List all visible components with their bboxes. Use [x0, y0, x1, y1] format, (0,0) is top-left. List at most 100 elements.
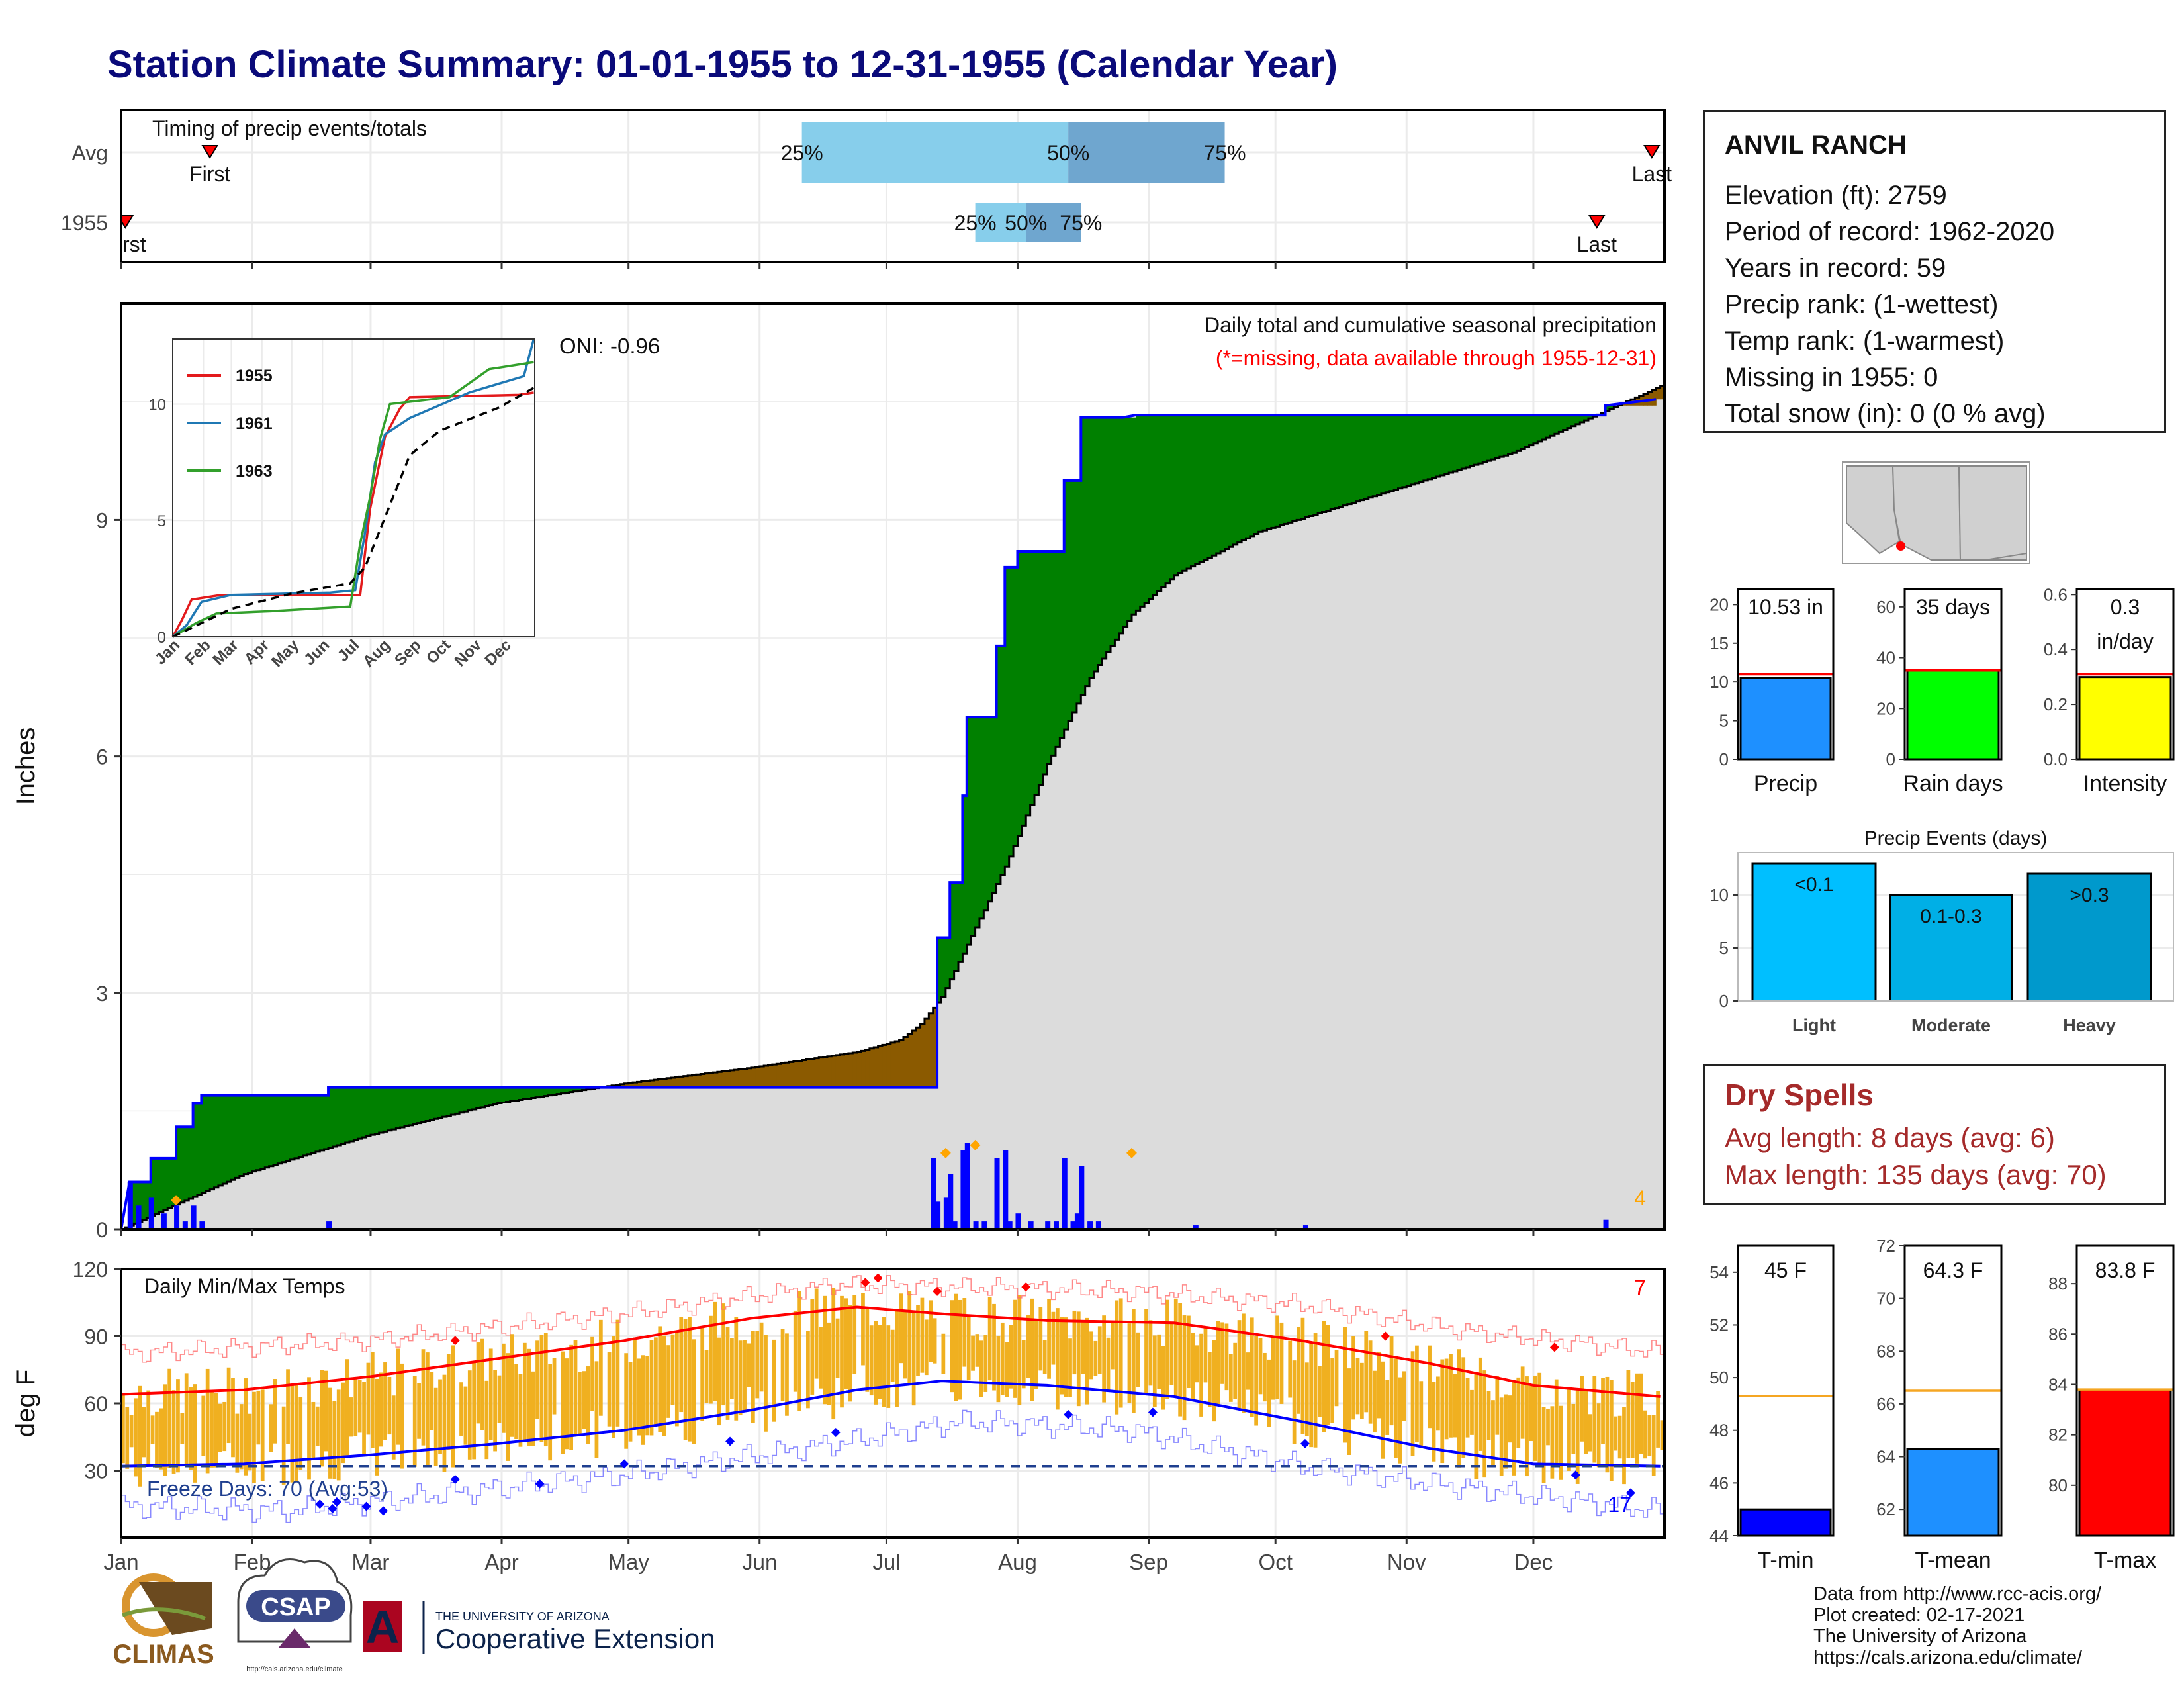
record-low-marker — [1625, 1488, 1635, 1498]
below-average-area — [924, 1019, 929, 1088]
above-average-area — [1377, 415, 1382, 495]
above-average-area — [1279, 415, 1285, 526]
daily-temp-bar — [713, 1301, 717, 1402]
daily-temp-bar — [244, 1378, 248, 1476]
above-average-area — [315, 1095, 320, 1152]
daily-temp-bar — [142, 1407, 146, 1458]
summary-bar — [1739, 677, 1832, 761]
month-label: Mar — [352, 1550, 390, 1574]
daily-temp-bar — [869, 1325, 874, 1396]
above-average-area — [1546, 415, 1551, 438]
daily-temp-bar — [607, 1352, 612, 1427]
above-average-area — [1089, 417, 1095, 678]
above-average-area — [362, 1087, 367, 1138]
above-average-area — [539, 1087, 545, 1097]
above-average-area — [527, 1087, 532, 1099]
daily-temp-bar — [1060, 1317, 1064, 1395]
below-average-area — [911, 1030, 917, 1088]
daily-temp-bar — [810, 1299, 815, 1395]
below-average-area — [785, 1062, 790, 1088]
daily-temp-bar — [1626, 1370, 1631, 1458]
daily-temp-bar — [1093, 1340, 1098, 1376]
daily-precip-bar — [1095, 1221, 1101, 1229]
above-average-area — [493, 1087, 498, 1105]
daily-temp-bar — [1359, 1362, 1364, 1419]
inset-legend-label: 1955 — [236, 367, 273, 385]
above-average-area — [535, 1087, 541, 1098]
oni-label: ONI: -0.96 — [559, 334, 660, 358]
daily-temp-bar — [743, 1340, 747, 1411]
above-average-area — [1373, 415, 1378, 496]
daily-temp-bar — [1512, 1380, 1516, 1476]
below-average-area — [764, 1066, 769, 1088]
daily-temp-bar — [1157, 1334, 1161, 1389]
above-average-area — [1051, 551, 1056, 756]
summary-y-tick-label: 10 — [1709, 672, 1729, 692]
daily-temp-bar — [725, 1327, 730, 1420]
daily-temp-bar — [764, 1335, 768, 1432]
month-label: May — [608, 1550, 650, 1574]
daily-temp-bar — [692, 1339, 696, 1444]
below-average-area — [810, 1058, 815, 1088]
daily-temp-bar — [1347, 1368, 1351, 1455]
daily-temp-bar — [231, 1378, 235, 1458]
temp-summary-y-tick-label: 82 — [2048, 1425, 2068, 1445]
daily-precip-bar — [326, 1221, 332, 1229]
credit-line: The University of Arizona — [1813, 1626, 2027, 1647]
daily-temp-bar — [336, 1389, 341, 1481]
ua-logo-letter: A — [366, 1601, 400, 1653]
temp-summary-y-tick-label: 48 — [1709, 1421, 1729, 1440]
above-average-area — [210, 1095, 215, 1190]
event-bar — [2026, 872, 2152, 1002]
daily-temp-bar — [1165, 1299, 1169, 1399]
below-average-area — [683, 1076, 688, 1088]
daily-temp-bar — [1013, 1299, 1017, 1398]
daily-temp-bar — [1482, 1370, 1487, 1478]
below-average-area — [814, 1058, 819, 1088]
daily-temp-bar — [561, 1351, 565, 1454]
y-axis-label: Inches — [11, 727, 40, 806]
daily-temp-bar — [1385, 1380, 1390, 1435]
daily-temp-bar — [1635, 1373, 1639, 1464]
summary-panel-frame — [2075, 1244, 2175, 1537]
daily-temp-bar — [320, 1370, 324, 1467]
daily-temp-bar — [1550, 1406, 1555, 1479]
daily-temp-bar — [269, 1404, 273, 1452]
above-average-area — [193, 1103, 198, 1197]
footer-credits: Data from http://www.rcc-acis.org/ Plot … — [1813, 1583, 2101, 1668]
daily-temp-bar — [1009, 1325, 1013, 1389]
ua-logo-block — [363, 1601, 402, 1652]
y-tick-label: 60 — [84, 1392, 108, 1416]
plot-frame — [120, 302, 1666, 1231]
daily-temp-bar — [1309, 1341, 1314, 1448]
above-average-area — [1309, 415, 1314, 516]
daily-temp-bar — [1567, 1389, 1571, 1471]
daily-temp-bar — [1351, 1336, 1355, 1420]
below-average-area — [747, 1068, 752, 1088]
event-category-label: Heavy — [2063, 1015, 2116, 1035]
above-average-area — [1415, 415, 1420, 483]
below-average-area — [734, 1070, 739, 1088]
temp-summary-y-tick-label: 62 — [1876, 1499, 1895, 1519]
above-average-area — [1520, 415, 1525, 449]
daily-temp-bar — [527, 1348, 531, 1446]
below-average-area — [730, 1070, 735, 1088]
above-average-area — [1516, 415, 1522, 451]
above-average-area — [1148, 415, 1154, 599]
below-average-area — [856, 1052, 862, 1088]
above-average-area — [1064, 480, 1069, 730]
daily-temp-bar — [430, 1372, 434, 1430]
above-average-area — [1410, 415, 1416, 485]
above-average-area — [1580, 415, 1585, 422]
summary-y-tick-label: 15 — [1709, 633, 1729, 653]
daily-temp-bar — [1212, 1340, 1216, 1422]
daily-temp-bar — [341, 1382, 345, 1464]
daily-temp-bar — [1242, 1313, 1246, 1413]
above-average-area — [1034, 551, 1040, 795]
daily-precip-bar — [1028, 1221, 1034, 1229]
daily-temp-bar — [827, 1322, 831, 1405]
daily-temp-bar — [150, 1415, 155, 1444]
above-average-area — [958, 882, 964, 962]
below-average-area — [840, 1054, 845, 1088]
below-average-area — [907, 1033, 913, 1088]
